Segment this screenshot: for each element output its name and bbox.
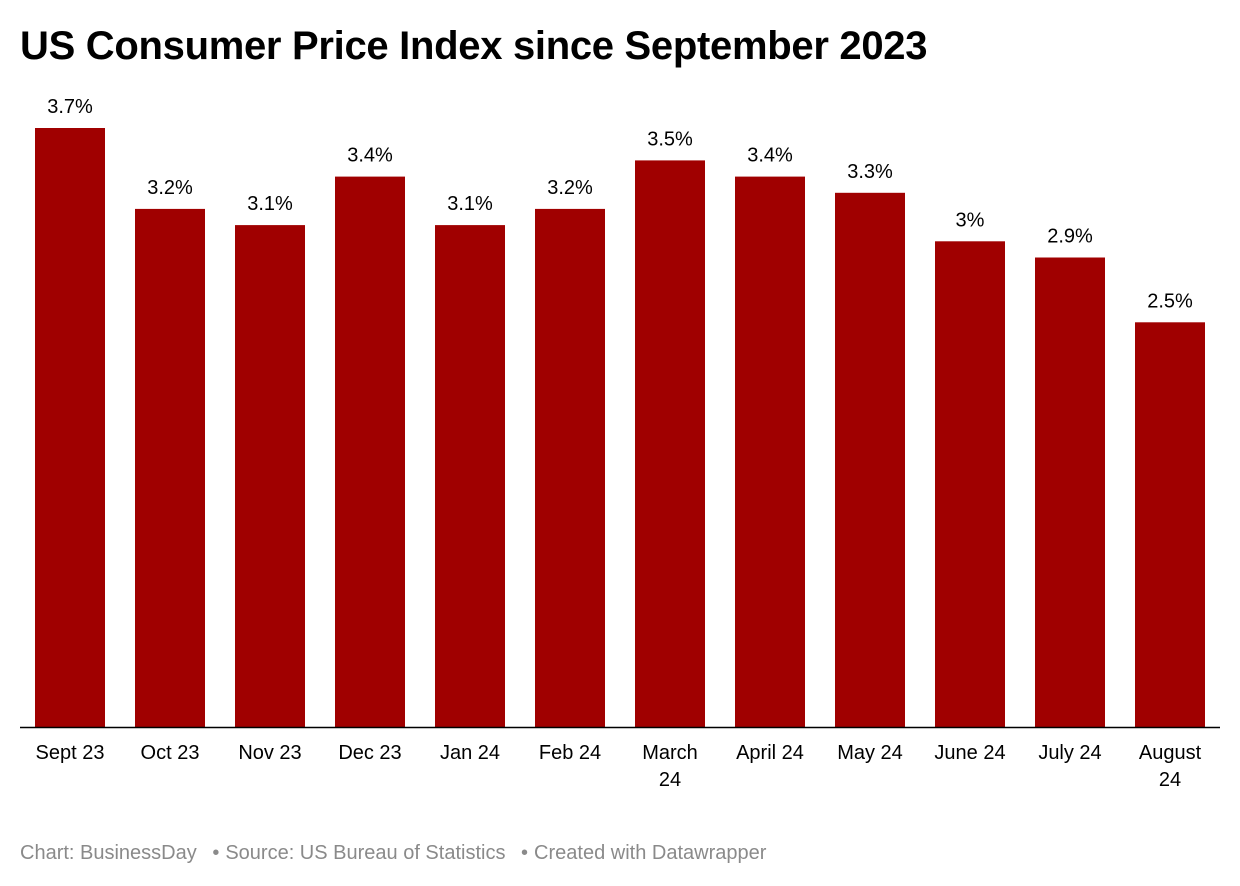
x-tick-label: Sept 23 [36,742,105,764]
x-tick-label: March [642,742,698,764]
data-label: 3.1% [247,193,293,215]
bar [535,208,605,727]
bar [1135,322,1205,727]
bar [1035,257,1105,727]
x-tick-label: Feb 24 [539,742,601,764]
x-tick-label: August [1139,742,1202,764]
bar [835,192,905,728]
x-tick-label: Nov 23 [238,742,301,764]
bar [635,160,705,727]
x-tick-label: 24 [659,769,681,791]
x-tick-label: July 24 [1038,742,1101,764]
bar [335,176,405,728]
bar [735,176,805,728]
data-label: 3.5% [647,128,693,150]
x-tick-label: Dec 23 [338,742,401,764]
x-tick-label: May 24 [837,742,903,764]
bar-chart: 3.7% Sept 23 3.2% Oct 23 3.1% Nov 23 3.4% Dec 2… [20,96,1220,791]
chart-credit: Chart: BusinessDay [20,842,197,864]
data-label: 3.1% [447,193,493,215]
data-label: 3.4% [347,145,393,167]
data-label: 3.7% [47,96,93,118]
x-tick-label: 24 [1159,769,1181,791]
data-label: 3.2% [147,177,193,199]
data-label: 3.2% [547,177,593,199]
source-credit: Source: US Bureau of Statistics [225,842,506,864]
chart-title: US Consumer Price Index since September … [20,24,928,68]
x-tick-label: Jan 24 [440,742,500,764]
footer-separator: • [212,842,220,864]
data-label: 2.5% [1147,290,1193,312]
bar [235,225,305,727]
bar [35,128,105,727]
data-label: 3% [956,209,985,231]
chart-footer: Chart: BusinessDay • Source: US Bureau of… [20,840,766,866]
data-label: 3.3% [847,161,893,183]
bar [935,241,1005,728]
footer-separator: • [521,842,529,864]
bar [135,208,205,727]
x-tick-label: April 24 [736,742,804,764]
x-tick-label: June 24 [934,742,1005,764]
bar [435,225,505,727]
data-label: 3.4% [747,145,793,167]
created-with-credit: Created with Datawrapper [534,842,767,864]
data-label: 2.9% [1047,226,1093,248]
x-tick-label: Oct 23 [141,742,200,764]
